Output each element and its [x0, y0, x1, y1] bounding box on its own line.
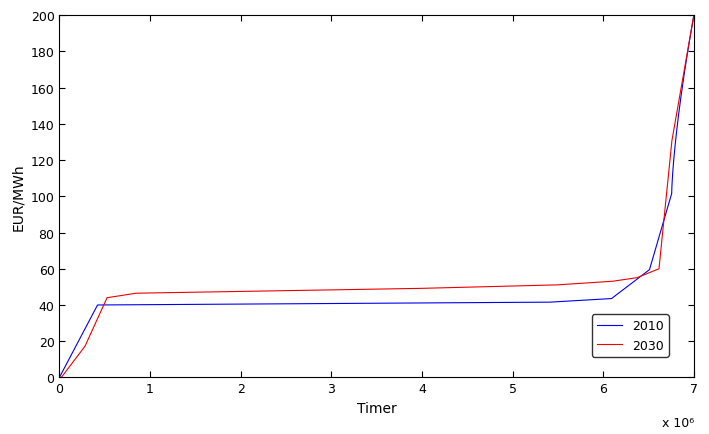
Y-axis label: EUR/MWh: EUR/MWh	[11, 163, 25, 230]
Line: 2030: 2030	[60, 16, 694, 378]
X-axis label: Timer: Timer	[357, 401, 396, 415]
2010	[82, 325, 90, 330]
Line: 2010: 2010	[60, 16, 694, 378]
2010	[365, 301, 374, 306]
2030	[93, 317, 101, 322]
Legend: 2010, 2030: 2010, 2030	[592, 315, 669, 357]
2030	[656, 254, 664, 259]
2030	[690, 13, 698, 19]
2010	[179, 302, 188, 307]
2010	[58, 370, 67, 375]
2030	[82, 342, 90, 348]
2030	[365, 287, 374, 292]
2030	[55, 375, 64, 380]
2010	[656, 230, 664, 236]
Text: x 10⁶: x 10⁶	[661, 416, 694, 429]
2010	[690, 13, 698, 19]
2030	[58, 374, 67, 379]
2010	[93, 303, 101, 308]
2010	[55, 375, 64, 380]
2030	[179, 290, 188, 295]
